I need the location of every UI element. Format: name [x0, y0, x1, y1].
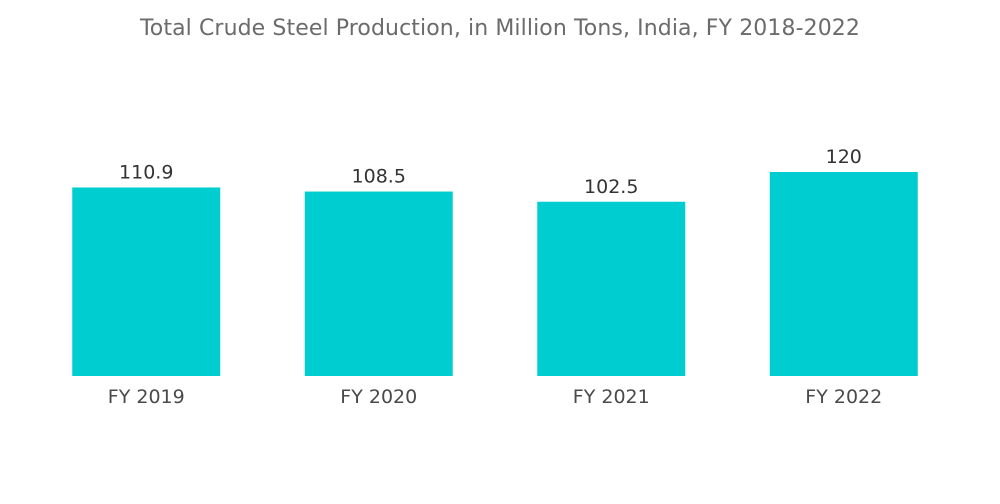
x-tick-label: FY 2022 [805, 386, 882, 408]
x-tick-label: FY 2021 [573, 386, 650, 408]
bar-value-label: 110.9 [119, 161, 173, 183]
bar-fy-2022 [769, 172, 918, 376]
bar-fy-2021 [537, 201, 686, 376]
bar-value-label: 120 [826, 146, 862, 168]
bar-value-label: 108.5 [352, 166, 406, 188]
bar-fy-2020 [304, 191, 453, 376]
bars-layer [72, 172, 918, 376]
bar-fy-2019 [72, 187, 221, 376]
chart-title: Total Crude Steel Production, in Million… [139, 16, 861, 41]
value-labels-layer: 110.9 108.5 102.5 120 [119, 146, 862, 198]
x-axis-tick-labels: FY 2019 FY 2020 FY 2021 FY 2022 [108, 386, 882, 408]
x-tick-label: FY 2019 [108, 386, 185, 408]
x-tick-label: FY 2020 [340, 386, 417, 408]
bar-value-label: 102.5 [584, 176, 638, 198]
